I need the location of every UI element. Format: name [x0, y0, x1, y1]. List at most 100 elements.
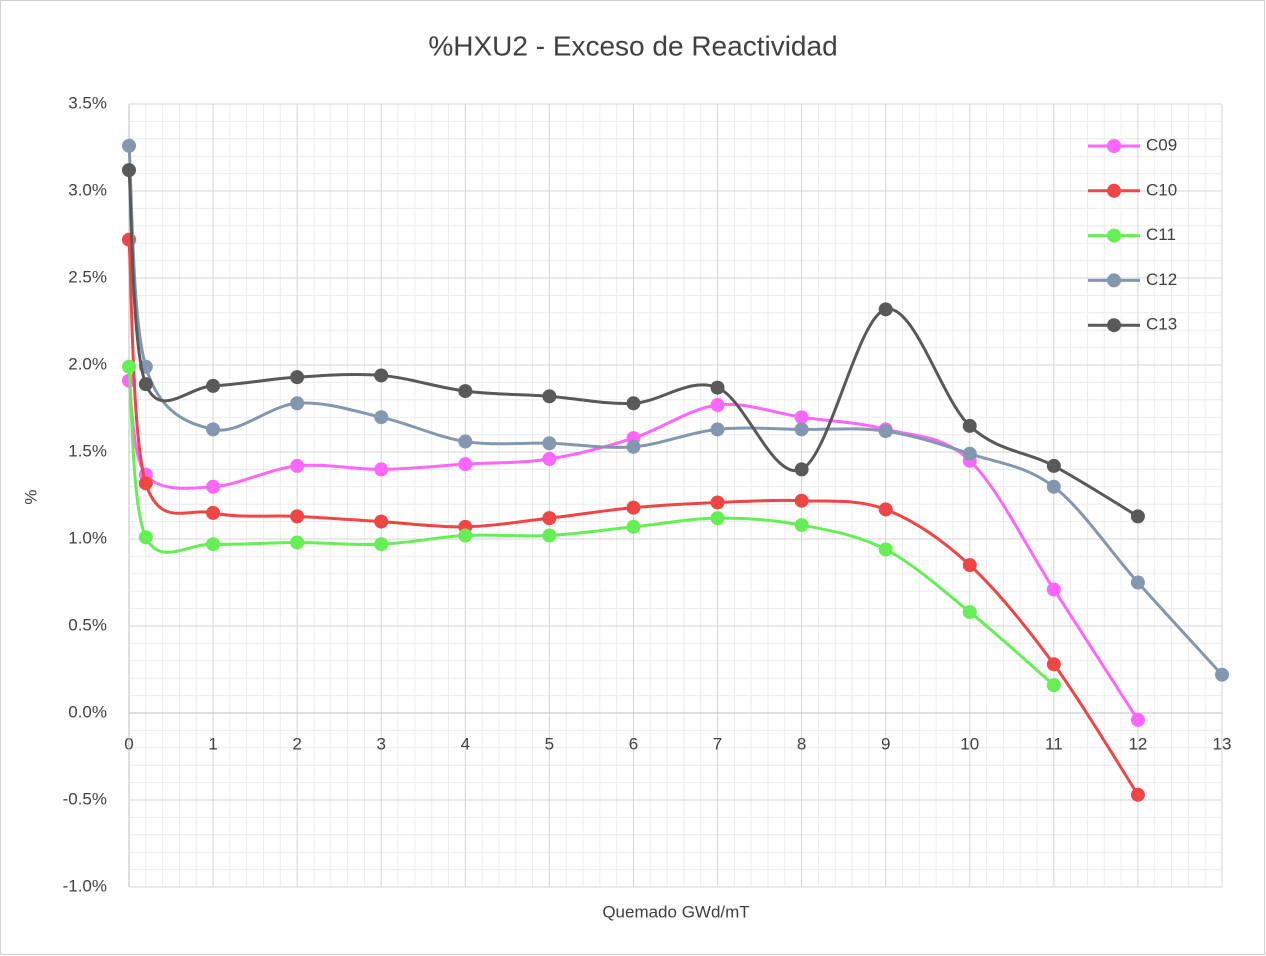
- data-point: [794, 518, 809, 533]
- x-tick-label: 2: [292, 734, 301, 753]
- legend-label: C11: [1146, 225, 1176, 244]
- data-point: [290, 370, 305, 385]
- y-tick-label: 2.5%: [68, 267, 107, 286]
- x-axis-label: Quemado GWd/mT: [602, 902, 749, 921]
- y-tick-label: -0.5%: [63, 789, 107, 808]
- data-point: [290, 396, 305, 411]
- data-point: [1130, 575, 1145, 590]
- data-point: [794, 410, 809, 425]
- data-point: [1046, 678, 1061, 693]
- data-point: [962, 605, 977, 620]
- data-point: [1130, 509, 1145, 524]
- data-point: [206, 422, 221, 437]
- x-tick-label: 12: [1128, 734, 1147, 753]
- legend-label: C12: [1146, 270, 1177, 289]
- data-point: [206, 505, 221, 520]
- x-tick-label: 6: [629, 734, 638, 753]
- data-point: [1046, 479, 1061, 494]
- data-point: [122, 359, 136, 374]
- data-point: [374, 537, 389, 552]
- data-point: [1046, 458, 1061, 473]
- legend-marker: [1107, 273, 1121, 288]
- data-point: [290, 458, 305, 473]
- data-point: [626, 500, 641, 515]
- y-tick-label: 3.0%: [68, 180, 107, 199]
- data-point: [878, 302, 893, 317]
- y-tick-label: 1.5%: [68, 441, 107, 460]
- data-point: [626, 519, 641, 534]
- x-tick-label: 11: [1045, 734, 1063, 753]
- data-point: [1130, 787, 1145, 802]
- legend-marker: [1107, 318, 1121, 333]
- data-point: [122, 138, 136, 153]
- data-point: [542, 528, 557, 543]
- data-point: [1046, 582, 1061, 597]
- data-point: [962, 558, 977, 573]
- data-point: [374, 514, 389, 529]
- data-point: [374, 410, 389, 425]
- x-tick-label: 7: [713, 734, 722, 753]
- data-point: [1130, 712, 1145, 727]
- data-point: [878, 542, 893, 557]
- y-tick-label: 3.5%: [68, 93, 107, 112]
- data-point: [626, 439, 641, 454]
- data-point: [458, 457, 473, 472]
- data-point: [374, 368, 389, 383]
- data-point: [206, 537, 221, 552]
- chart-title: %HXU2 - Exceso de Reactividad: [428, 30, 837, 61]
- legend-marker: [1107, 228, 1121, 243]
- data-point: [710, 495, 725, 510]
- data-point: [794, 422, 809, 437]
- x-tick-label: 1: [208, 734, 217, 753]
- data-point: [962, 446, 977, 461]
- data-point: [1046, 657, 1061, 672]
- x-tick-label: 5: [545, 734, 554, 753]
- legend-label: C10: [1146, 180, 1177, 199]
- y-tick-label: 0.5%: [68, 615, 107, 634]
- y-tick-label: -1.0%: [63, 876, 107, 895]
- data-point: [458, 528, 473, 543]
- data-point: [542, 389, 557, 404]
- legend-label: C13: [1146, 315, 1177, 334]
- data-point: [290, 535, 305, 550]
- series-line: [127, 380, 1140, 721]
- data-point: [542, 436, 557, 451]
- x-tick-label: 8: [797, 734, 806, 753]
- y-axis-label: %: [21, 489, 40, 504]
- x-tick-label: 3: [376, 734, 385, 753]
- data-point: [458, 384, 473, 399]
- data-point: [962, 418, 977, 433]
- data-point: [206, 479, 221, 494]
- data-point: [1215, 667, 1229, 682]
- x-tick-label: 10: [960, 734, 979, 753]
- data-point: [458, 434, 473, 449]
- data-point: [794, 462, 809, 477]
- data-point: [710, 398, 725, 413]
- legend-marker: [1107, 139, 1121, 153]
- data-point: [542, 511, 557, 526]
- data-point: [138, 377, 153, 392]
- y-tick-label: 2.0%: [68, 354, 107, 373]
- data-point: [710, 422, 725, 437]
- data-point: [542, 451, 557, 466]
- data-point: [878, 424, 893, 439]
- data-point: [138, 530, 153, 545]
- y-tick-label: 0.0%: [68, 702, 107, 721]
- data-point: [710, 380, 725, 395]
- data-point: [206, 378, 221, 393]
- data-point: [374, 462, 389, 477]
- x-tick-label: 4: [461, 734, 470, 753]
- data-point: [878, 502, 893, 517]
- data-point: [138, 476, 153, 491]
- y-tick-label: 1.0%: [68, 528, 107, 547]
- x-tick-label: 9: [881, 734, 890, 753]
- data-point: [122, 163, 136, 178]
- data-point: [794, 493, 809, 508]
- legend-label: C09: [1146, 135, 1177, 154]
- data-point: [626, 396, 641, 411]
- data-point: [710, 511, 725, 526]
- x-tick-label: 13: [1213, 734, 1232, 753]
- data-point: [290, 509, 305, 524]
- legend-marker: [1107, 183, 1121, 198]
